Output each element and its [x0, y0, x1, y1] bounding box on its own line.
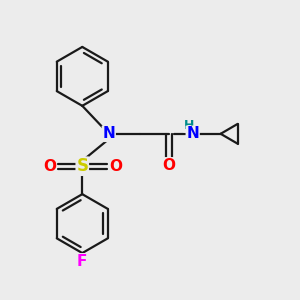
- Text: S: S: [76, 157, 88, 175]
- Text: N: N: [102, 126, 115, 141]
- Text: N: N: [186, 126, 199, 141]
- Text: O: O: [109, 159, 122, 174]
- Text: O: O: [163, 158, 176, 173]
- Text: F: F: [77, 254, 88, 269]
- Text: O: O: [43, 159, 56, 174]
- Text: H: H: [184, 119, 194, 132]
